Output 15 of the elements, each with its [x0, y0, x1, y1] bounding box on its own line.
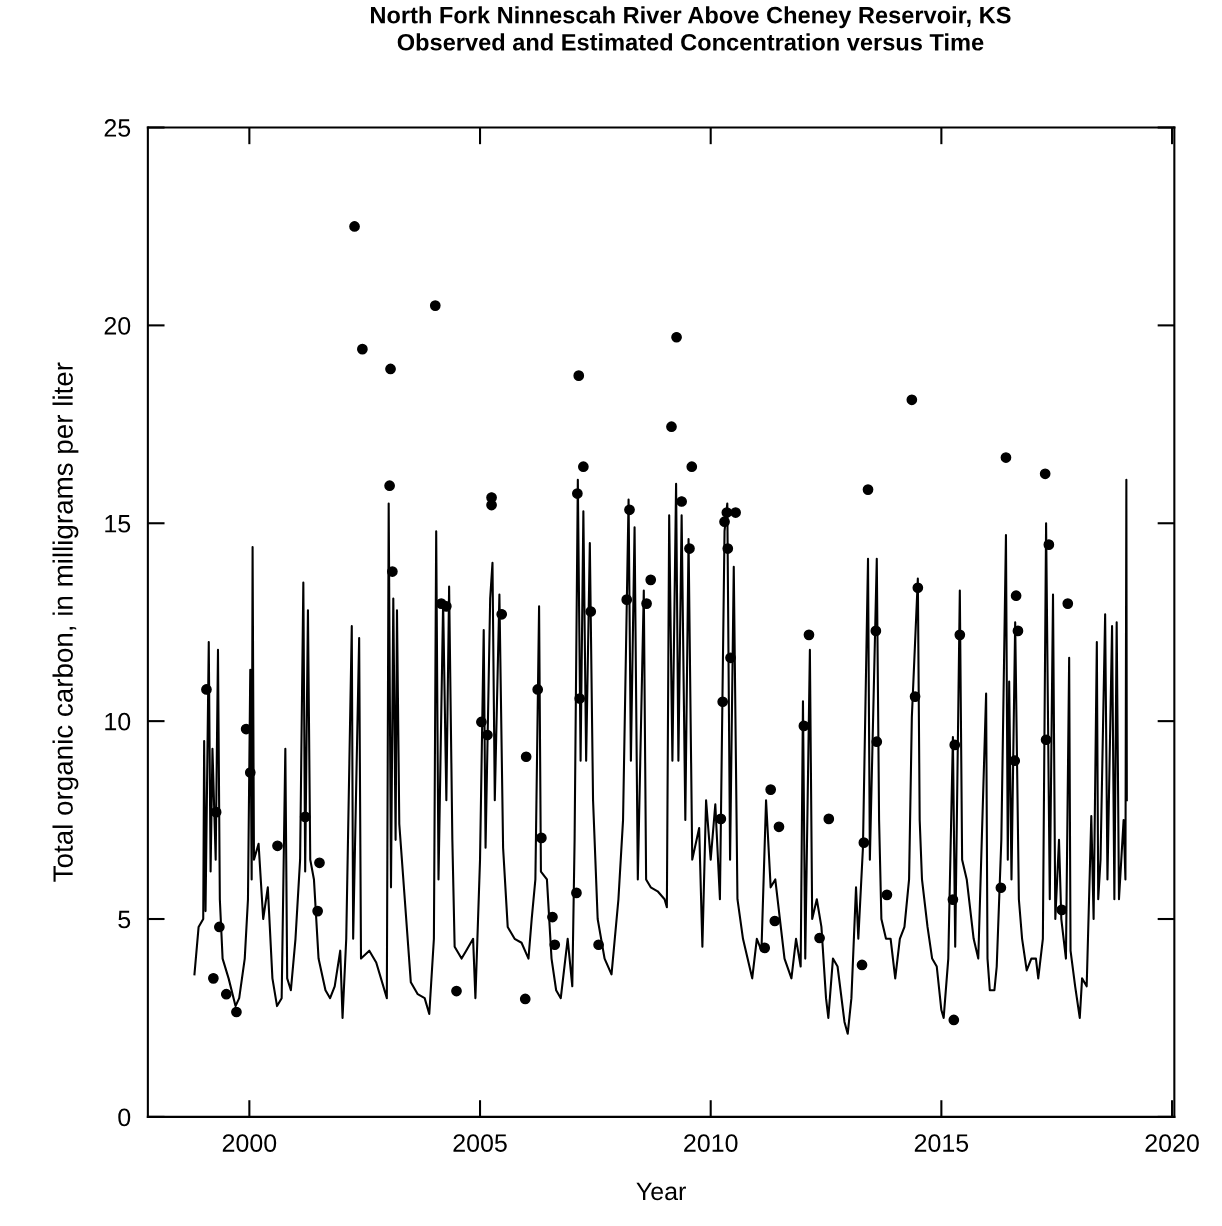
y-tick-label: 15	[105, 515, 131, 533]
x-axis-title: Year	[636, 1182, 686, 1201]
line-series	[193, 478, 1128, 1035]
y-tick-label: 0	[118, 1108, 131, 1127]
x-tick-label: 2000	[222, 1134, 277, 1152]
y-tick-label: 20	[104, 316, 131, 335]
x-tick-label: 2005	[453, 1134, 507, 1152]
y-tick-label: 5	[118, 910, 131, 929]
x-tick-label: 2015	[914, 1134, 969, 1152]
y-tick-label: 10	[105, 712, 131, 731]
y-axis-title: Total organic carbon, in milligrams per liter	[52, 362, 79, 882]
x-tick-label: 2020	[1145, 1134, 1199, 1152]
x-tick-label: 2010	[684, 1134, 738, 1152]
y-tick-label: 25	[104, 119, 131, 137]
chart-title: North Fork Ninnescah River Above Cheney Reservoir, KS Observed and Estimated Concentration versus Time	[371, 6, 1011, 51]
